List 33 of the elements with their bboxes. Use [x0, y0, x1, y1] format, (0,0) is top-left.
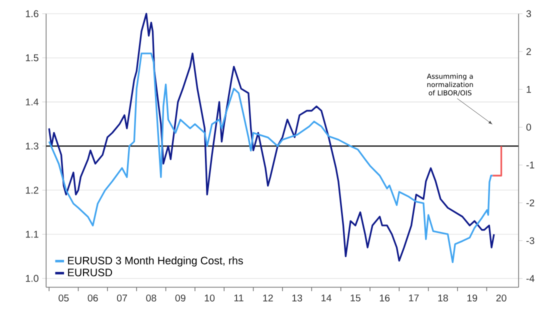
x-tick-label: 18 — [438, 294, 448, 302]
legend-label: EURUSD — [68, 268, 112, 276]
y2-tick-label: -1 — [526, 162, 534, 168]
y2-tick-label: -2 — [526, 199, 534, 206]
y2-tick-label: 2 — [526, 48, 531, 55]
y2-tick-label: -4 — [526, 275, 534, 282]
y2-tick-label: 1 — [526, 86, 531, 93]
x-tick-label: 16 — [380, 294, 390, 302]
y2-tick-label: 0 — [526, 124, 532, 131]
y2-tick-label: -3 — [526, 237, 534, 244]
x-tick-label: 06 — [88, 294, 98, 302]
y-tick-label: 1.3 — [26, 142, 38, 150]
y-tick-label: 1.2 — [26, 186, 38, 194]
x-tick-label: 12 — [263, 294, 273, 302]
y-tick-label: 1.4 — [26, 98, 39, 106]
x-tick-label: 07 — [116, 294, 127, 302]
x-tick-label: 09 — [175, 294, 186, 302]
y-tick-label: 1.1 — [26, 230, 38, 238]
x-tick-label: 14 — [322, 294, 332, 302]
x-tick-label: 11 — [234, 294, 244, 302]
x-tick-label: 17 — [409, 294, 419, 302]
y-tick-label: 1.5 — [26, 54, 38, 62]
x-tick-label: 19 — [467, 294, 478, 302]
x-tick-label: 20 — [496, 294, 506, 302]
x-tick-label: 10 — [204, 294, 215, 302]
x-tick-label: 15 — [350, 294, 360, 302]
legend-label: EURUSD 3 Month Hedging Cost, rhs — [68, 256, 243, 266]
y-tick-label: 1.6 — [26, 10, 38, 18]
x-tick-label: 08 — [146, 294, 156, 302]
y-tick-label: 1.0 — [26, 274, 38, 282]
x-tick-label: 05 — [58, 294, 69, 302]
x-tick-label: 13 — [292, 294, 302, 302]
y2-tick-label: 3 — [526, 10, 531, 18]
